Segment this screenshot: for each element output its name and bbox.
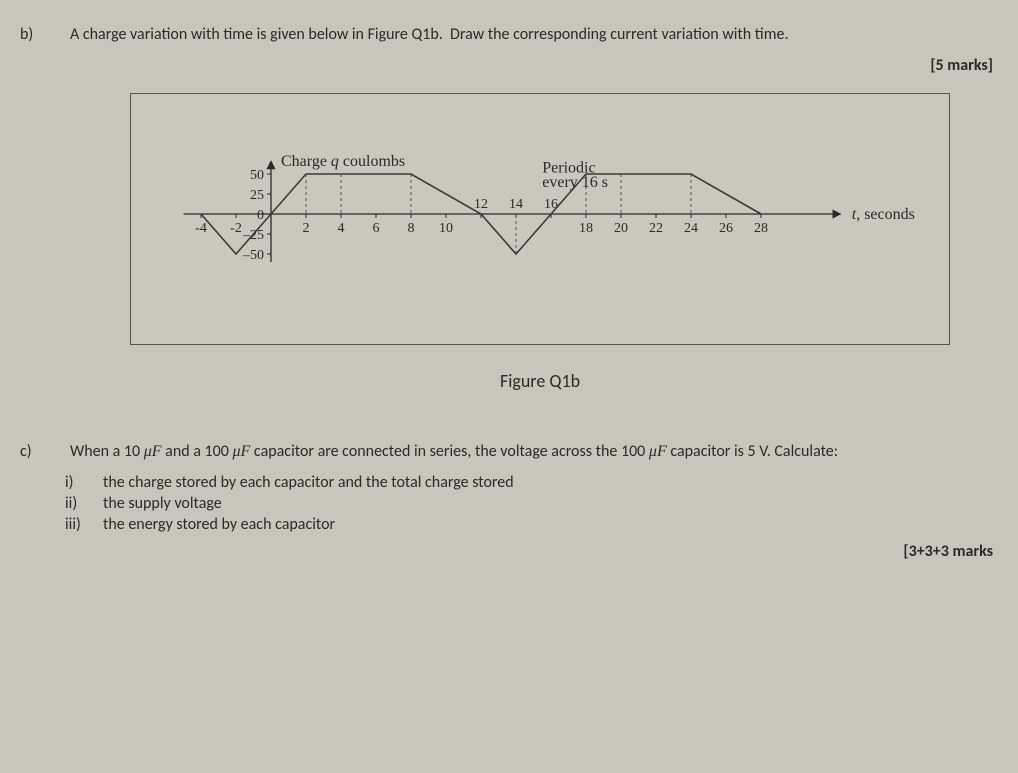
qc-m1: and a 100 <box>162 442 233 461</box>
svg-text:20: 20 <box>614 221 628 236</box>
sub-item: iii)the energy stored by each capacitor <box>65 515 998 534</box>
svg-text:10: 10 <box>439 221 453 236</box>
svg-text:25: 25 <box>250 188 264 203</box>
svg-text:16: 16 <box>544 197 558 212</box>
question-b: b) A charge variation with time is given… <box>20 25 998 44</box>
sub-item-text: the charge stored by each capacitor and … <box>103 473 514 492</box>
svg-text:4: 4 <box>338 221 345 236</box>
qc-u2: μF <box>233 443 251 460</box>
qc-post: capacitor is 5 V. Calculate: <box>667 442 838 461</box>
sub-item-label: iii) <box>65 515 103 534</box>
question-b-label: b) <box>20 25 70 44</box>
sub-item: ii)the supply voltage <box>65 494 998 513</box>
svg-text:0: 0 <box>257 208 264 223</box>
question-c-subitems: i)the charge stored by each capacitor an… <box>65 473 998 534</box>
question-c: c) When a 10 μF and a 100 μF capacitor a… <box>20 442 998 461</box>
qc-u3: μF <box>649 443 667 460</box>
svg-text:8: 8 <box>408 221 415 236</box>
question-b-text: A charge variation with time is given be… <box>70 25 998 44</box>
figure-box: 50250–25–50-4-2246810182022242628121416C… <box>130 93 950 345</box>
svg-text:-2: -2 <box>230 221 242 236</box>
svg-text:50: 50 <box>250 168 264 183</box>
svg-text:–50: –50 <box>242 248 264 263</box>
sub-item-text: the supply voltage <box>103 494 222 513</box>
svg-text:Charge q coulombs: Charge q coulombs <box>281 153 405 170</box>
svg-text:6: 6 <box>373 221 380 236</box>
sub-item-label: ii) <box>65 494 103 513</box>
sub-item-label: i) <box>65 473 103 492</box>
qc-pre: When a 10 <box>70 442 144 461</box>
svg-text:24: 24 <box>684 221 698 236</box>
question-b-marks: [5 marks] <box>20 56 998 75</box>
svg-text:18: 18 <box>579 221 593 236</box>
svg-text:26: 26 <box>719 221 733 236</box>
question-c-text: When a 10 μF and a 100 μF capacitor are … <box>70 442 998 461</box>
sub-item: i)the charge stored by each capacitor an… <box>65 473 998 492</box>
question-c-label: c) <box>20 442 70 461</box>
sub-item-text: the energy stored by each capacitor <box>103 515 335 534</box>
figure-caption: Figure Q1b <box>130 370 950 392</box>
svg-text:14: 14 <box>509 197 523 212</box>
figure-container: 50250–25–50-4-2246810182022242628121416C… <box>130 93 950 392</box>
svg-text:every 16 s: every 16 s <box>542 174 608 191</box>
charge-chart: 50250–25–50-4-2246810182022242628121416C… <box>156 114 916 314</box>
qc-u1: μF <box>144 443 162 460</box>
svg-text:t, seconds: t, seconds <box>852 206 915 223</box>
question-c-marks: [3+3+3 marks <box>20 542 998 561</box>
svg-text:2: 2 <box>303 221 310 236</box>
svg-text:-4: -4 <box>195 221 207 236</box>
svg-text:22: 22 <box>649 221 663 236</box>
svg-text:28: 28 <box>754 221 768 236</box>
qc-m2: capacitor are connected in series, the v… <box>250 442 649 461</box>
svg-text:12: 12 <box>474 197 488 212</box>
